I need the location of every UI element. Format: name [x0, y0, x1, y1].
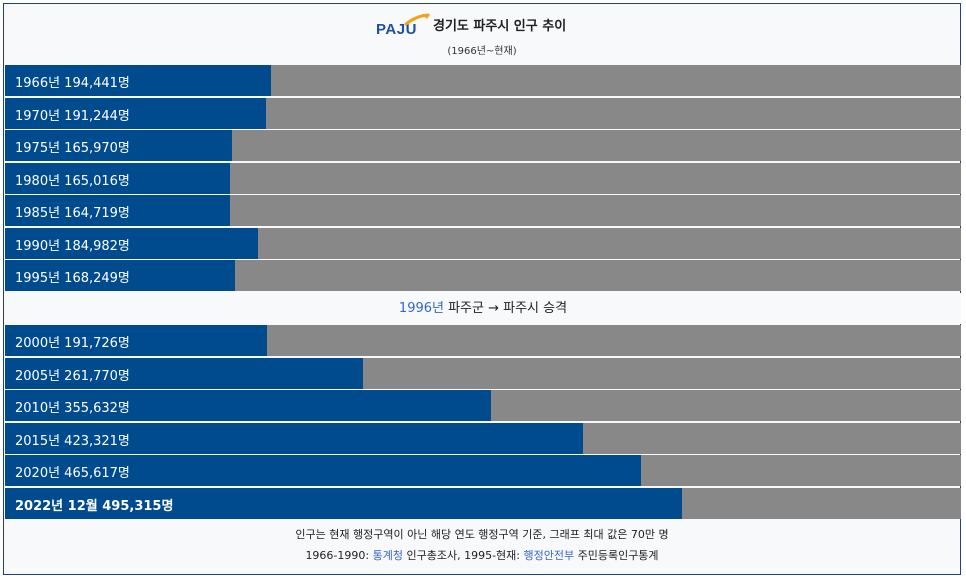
bar-row: 1990년 184,982명 — [5, 227, 961, 259]
paju-logo: PAJU — [376, 12, 436, 42]
footer-text-c: 주민등록인구통계 — [574, 549, 659, 562]
bar — [5, 65, 271, 96]
bar-label: 2015년 423,321명 — [15, 433, 130, 449]
bar — [5, 227, 258, 259]
bar-label: 2010년 355,632명 — [15, 401, 130, 416]
bar — [5, 487, 682, 519]
bar-row: 2010년 355,632명 — [5, 390, 961, 421]
bar-label: 2022년 12월 495,315명 — [15, 498, 174, 514]
note-row: 1996년 파주군 → 파주시 승격 — [5, 292, 961, 324]
bar-row: 2005년 261,770명 — [5, 357, 961, 389]
bar — [5, 260, 235, 291]
bar — [5, 390, 491, 421]
chart-footer: 인구는 현재 행정구역이 아닌 해당 연도 행정구역 기준, 그래프 최대 값은… — [4, 524, 960, 566]
note-year-link[interactable]: 1996년 — [398, 300, 444, 316]
chart-frame: PAJU 경기도 파주시 인구 추이 (1966년~현재) 1966년 194,… — [3, 3, 961, 575]
bar-row: 1985년 164,719명 — [5, 195, 961, 226]
bar-row: 1995년 168,249명 — [5, 260, 961, 291]
bar — [5, 357, 363, 389]
bar-label: 1985년 164,719명 — [15, 206, 130, 221]
link-ministry-interior[interactable]: 행정안전부 — [523, 549, 575, 562]
bar-label: 1995년 168,249명 — [15, 271, 130, 286]
bar-label: 2005년 261,770명 — [15, 368, 130, 384]
bar-label: 1970년 191,244명 — [15, 108, 130, 124]
bar — [5, 162, 231, 194]
bar-label: 1966년 194,441명 — [15, 76, 130, 91]
bar — [5, 455, 641, 486]
bar-row: 1970년 191,244명 — [5, 97, 961, 129]
bar-label: 1975년 165,970명 — [15, 141, 130, 156]
link-statistics-korea[interactable]: 통계청 — [372, 549, 403, 562]
chart-header: PAJU 경기도 파주시 인구 추이 (1966년~현재) — [4, 4, 960, 64]
bar-row: 1980년 165,016명 — [5, 162, 961, 194]
bar-label: 1990년 184,982명 — [15, 238, 130, 254]
bar — [5, 422, 584, 454]
bar — [5, 325, 267, 356]
bar — [5, 130, 232, 161]
bar-label: 2020년 465,617명 — [15, 466, 130, 481]
bar-row: 2022년 12월 495,315명 — [5, 487, 961, 519]
footer-line-2: 1966-1990: 통계청 인구총조사, 1995-현재: 행정안전부 주민등… — [4, 545, 960, 566]
bar-row: 2020년 465,617명 — [5, 455, 961, 486]
bar — [5, 195, 230, 226]
bar-label: 2000년 191,726명 — [15, 336, 130, 351]
bar — [5, 97, 267, 129]
bar-row: 1975년 165,970명 — [5, 130, 961, 161]
footer-text-a: 1966-1990: — [305, 549, 373, 562]
footer-text-b: 인구총조사, 1995-현재: — [402, 549, 524, 562]
logo-swoosh-icon — [404, 13, 430, 26]
bar-row: 2015년 423,321명 — [5, 422, 961, 454]
chart-subtitle: (1966년~현재) — [447, 46, 517, 57]
note-text: 파주군 → 파주시 승격 — [443, 300, 568, 316]
bar-label: 1980년 165,016명 — [15, 173, 130, 189]
bar-row: 1966년 194,441명 — [5, 65, 961, 96]
chart-title: 경기도 파주시 인구 추이 — [433, 19, 567, 34]
footer-line-1: 인구는 현재 행정구역이 아닌 해당 연도 행정구역 기준, 그래프 최대 값은… — [295, 528, 669, 541]
bar-row: 2000년 191,726명 — [5, 325, 961, 356]
